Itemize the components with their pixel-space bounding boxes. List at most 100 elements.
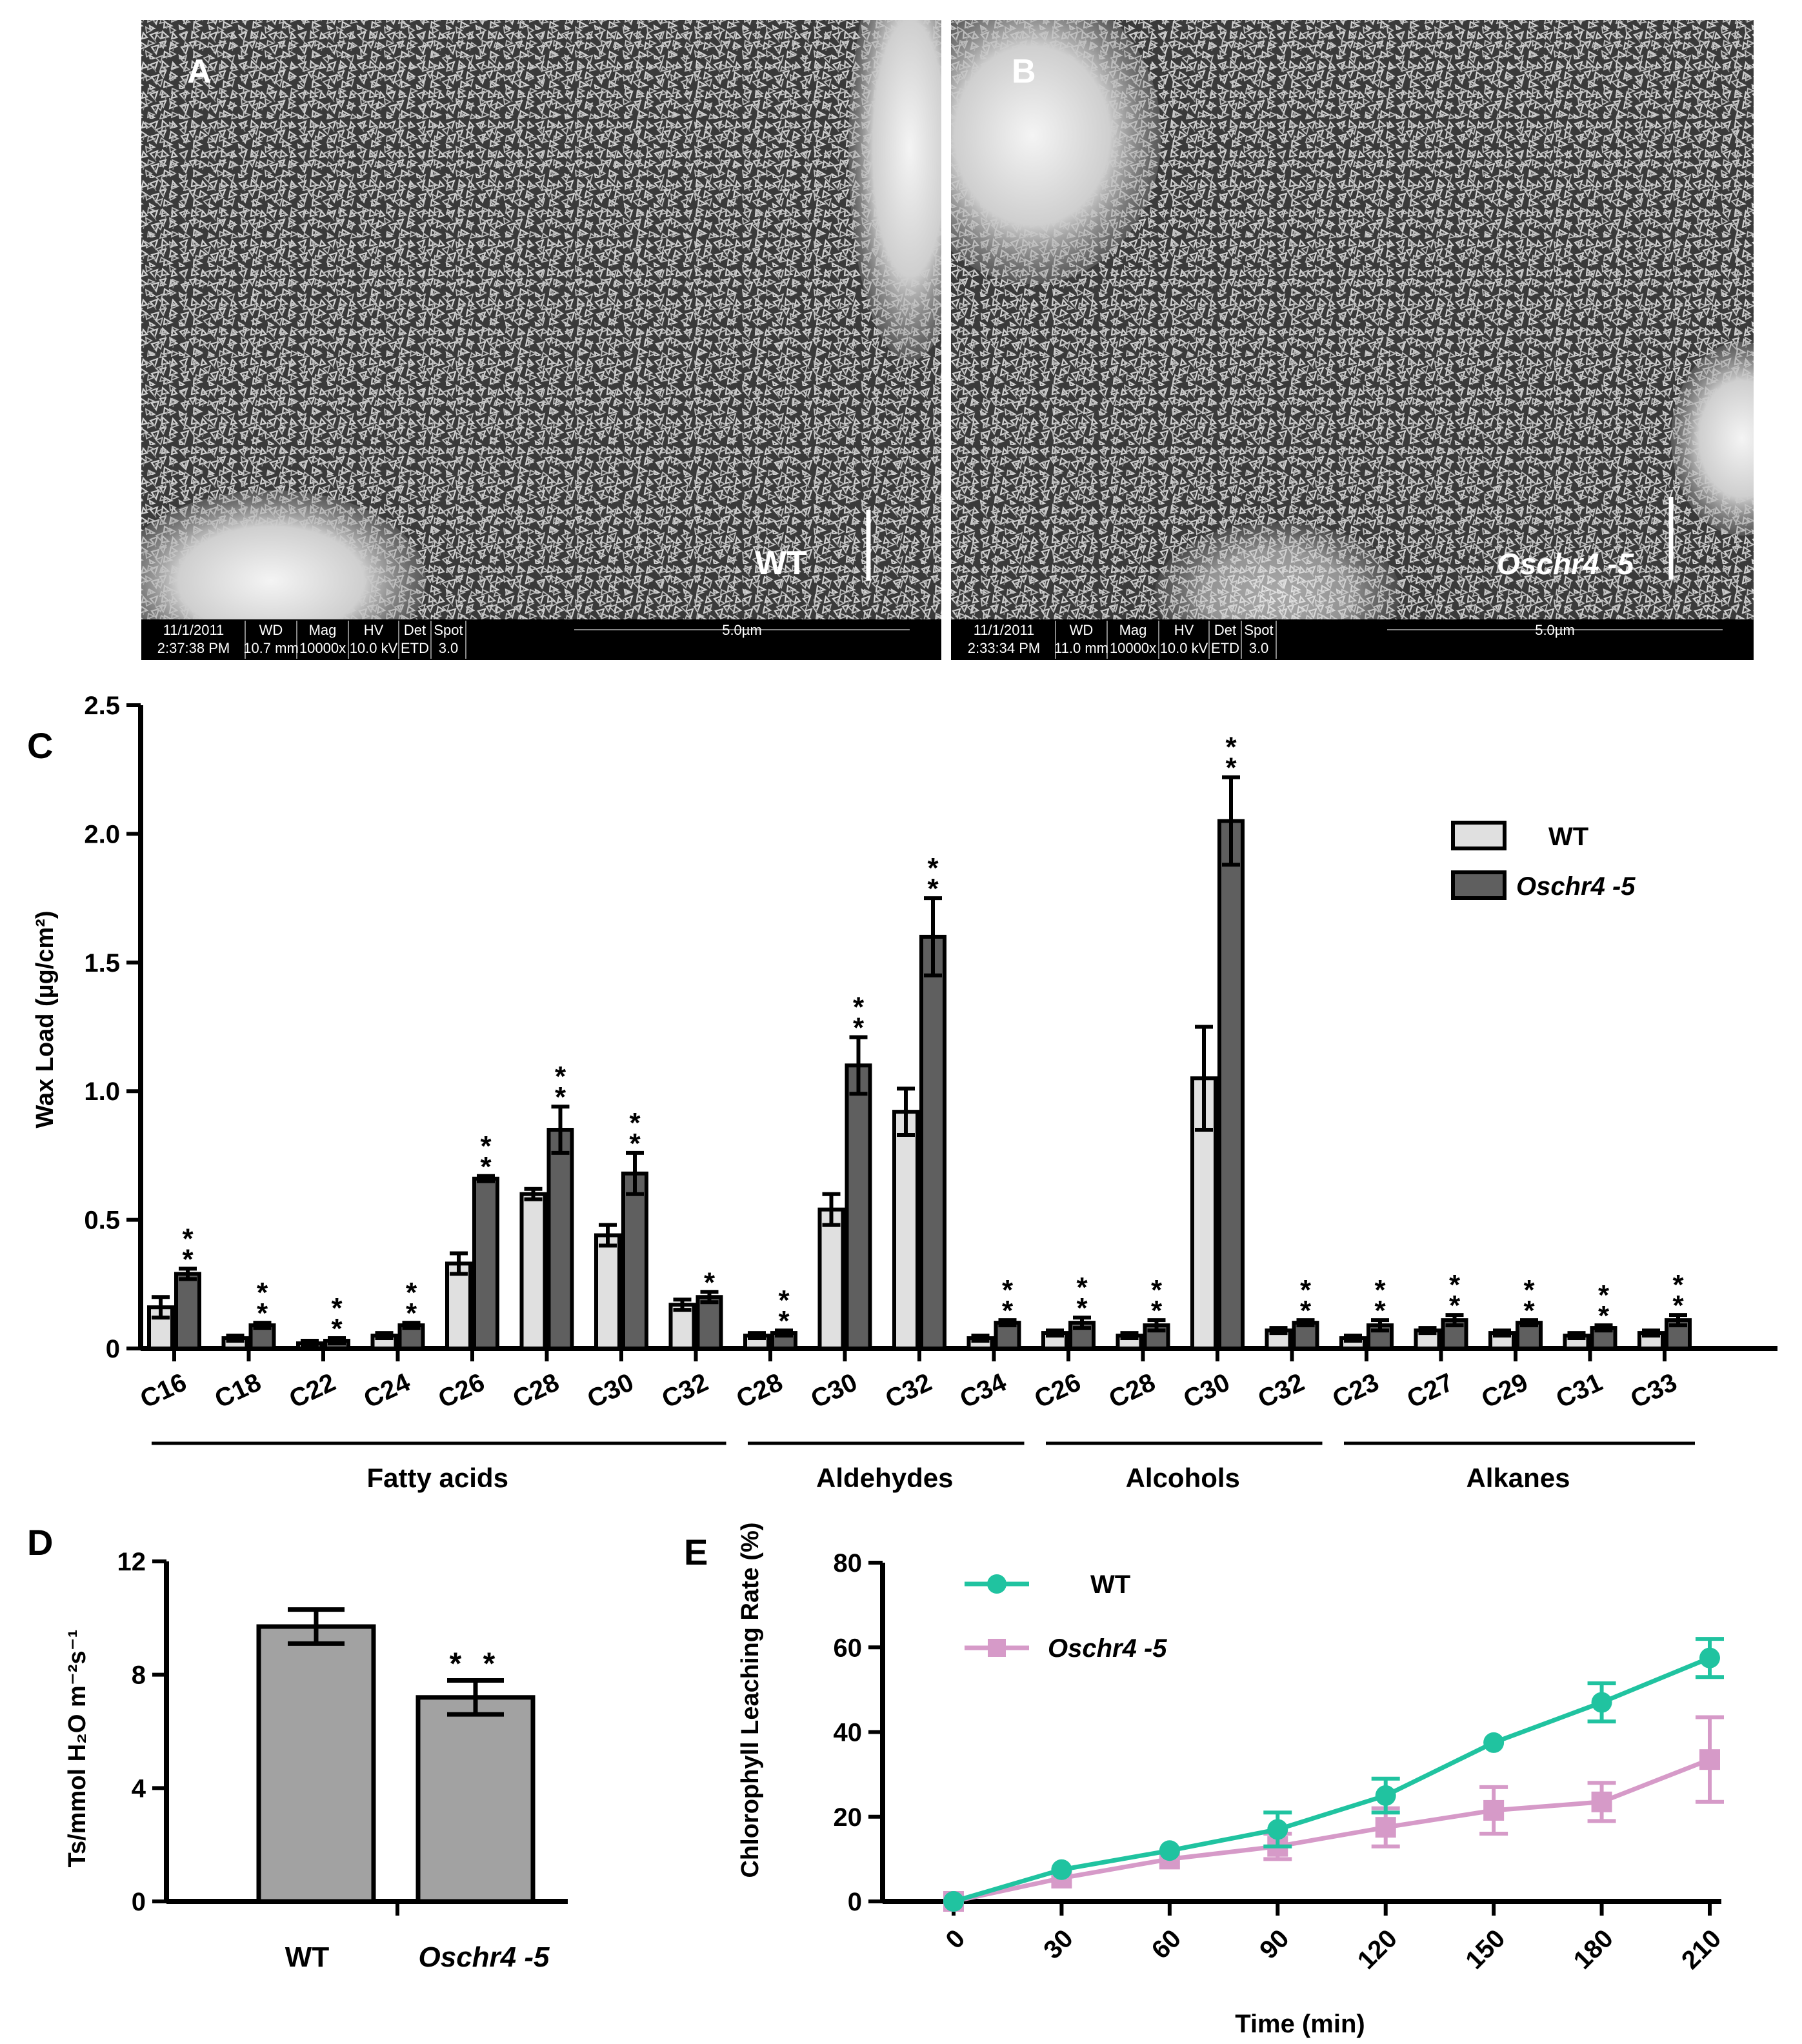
data-point-mutant bbox=[1375, 1817, 1396, 1838]
chart-c-x-tick-label: C28 bbox=[1105, 1368, 1159, 1414]
significance-star: * bbox=[927, 873, 939, 905]
bar-mutant bbox=[919, 934, 946, 1351]
chart-e-x-tick-label: 60 bbox=[1146, 1924, 1187, 1965]
meta-scale-b: 5.0µm bbox=[1535, 622, 1575, 638]
chart-c-x-tick-label: C26 bbox=[434, 1368, 489, 1414]
legend-label-e-mutant: Oschr4 -5 bbox=[1048, 1634, 1167, 1663]
legend-label-e-wt: WT bbox=[1090, 1570, 1130, 1599]
chart-e-y-tick-label: 20 bbox=[834, 1803, 863, 1832]
panel-letter-b: B bbox=[1012, 53, 1036, 90]
significance-star: * bbox=[1300, 1274, 1312, 1306]
data-point-wt bbox=[1699, 1647, 1720, 1668]
significance-star: * bbox=[480, 1130, 492, 1162]
chart-c-x-tick-label: C31 bbox=[1552, 1368, 1607, 1414]
chart-d-y-tick-label: 12 bbox=[117, 1548, 146, 1576]
chart-d-y-label: Ts/mmol H₂O m⁻²s⁻¹ bbox=[64, 1630, 91, 1868]
chart-e-x-tick-label: 150 bbox=[1460, 1924, 1510, 1974]
significance-star: * bbox=[1598, 1300, 1610, 1332]
bar-mutant bbox=[174, 1272, 201, 1351]
bar-mutant bbox=[621, 1171, 648, 1351]
significance-star: * bbox=[1002, 1295, 1014, 1327]
chart-c-x-tick-label: C32 bbox=[1254, 1368, 1308, 1414]
meta-det-head-b: Det bbox=[1214, 622, 1236, 638]
significance-star: * bbox=[1449, 1290, 1461, 1321]
bar-wt bbox=[445, 1261, 472, 1350]
meta-hv-head-b: HV bbox=[1174, 622, 1194, 638]
meta-det-b: ETD bbox=[1211, 640, 1239, 656]
significance-star: * bbox=[1225, 752, 1237, 784]
data-point-wt bbox=[1267, 1819, 1288, 1840]
legend-marker-mutant bbox=[988, 1639, 1006, 1657]
group-label: Alcohols bbox=[1126, 1463, 1240, 1493]
chart-d-y-tick-label: 0 bbox=[132, 1888, 146, 1916]
meta-det-head-a: Det bbox=[404, 622, 426, 638]
significance-star: * bbox=[1225, 732, 1237, 763]
chart-c-x-tick-label: C24 bbox=[359, 1368, 415, 1414]
meta-wd-b: 11.0 mm bbox=[1054, 640, 1108, 656]
significance-star: * bbox=[629, 1128, 641, 1159]
significance-star: * bbox=[1449, 1269, 1461, 1301]
data-point-mutant bbox=[1699, 1749, 1720, 1770]
chart-c-x-tick-label: C28 bbox=[732, 1368, 787, 1414]
significance-star: * bbox=[555, 1061, 566, 1092]
bar-mutant bbox=[1217, 819, 1245, 1350]
significance-star: * bbox=[331, 1292, 343, 1324]
chart-d-x-tick-label: WT bbox=[285, 1941, 330, 1973]
chart-e-x-tick-label: 90 bbox=[1254, 1924, 1295, 1965]
significance-star: * bbox=[555, 1081, 566, 1113]
legend-swatch-wt bbox=[1451, 821, 1507, 850]
legend-swatch-mutant bbox=[1451, 870, 1507, 900]
meta-hv-b: 10.0 kV bbox=[1160, 640, 1208, 656]
meta-wd-head-a: WD bbox=[259, 622, 283, 638]
meta-wd-head-b: WD bbox=[1070, 622, 1094, 638]
significance-star: * bbox=[1374, 1295, 1386, 1327]
meta-det-a: ETD bbox=[401, 640, 429, 656]
sem-image-mutant: 11/1/2011 2:33:34 PM WD 11.0 mm Mag 1000… bbox=[951, 20, 1754, 660]
chart-c-x-tick-label: C30 bbox=[806, 1368, 861, 1414]
chart-c-y-tick-label: 1.0 bbox=[84, 1077, 120, 1106]
sem-label-mutant: Oschr4 -5 bbox=[1497, 547, 1635, 581]
chart-c-y-tick-label: 0 bbox=[106, 1335, 120, 1363]
meta-time-a: 2:37:38 PM bbox=[157, 640, 230, 656]
meta-mag-b: 10000x bbox=[1110, 640, 1156, 656]
data-point-wt bbox=[1375, 1785, 1396, 1806]
meta-date-b: 11/1/2011 bbox=[974, 622, 1035, 638]
bar-wt bbox=[892, 1110, 919, 1350]
significance-star: * bbox=[778, 1285, 790, 1316]
data-point-wt bbox=[1591, 1692, 1612, 1713]
significance-star: * bbox=[1672, 1290, 1684, 1321]
chart-e-x-tick-label: 180 bbox=[1568, 1924, 1619, 1974]
series-line-wt bbox=[953, 1656, 1711, 1904]
significance-star: * bbox=[406, 1298, 417, 1329]
meta-spot-b: 3.0 bbox=[1249, 640, 1269, 656]
significance-star: * bbox=[1076, 1292, 1088, 1324]
chart-c-x-tick-label: C16 bbox=[136, 1368, 191, 1414]
chart-e-y-tick-label: 80 bbox=[834, 1549, 863, 1578]
bar-mutant bbox=[472, 1176, 499, 1350]
chart-c-x-tick-label: C26 bbox=[1030, 1368, 1085, 1414]
chart-e-x-label: Time (min) bbox=[1235, 2010, 1365, 2038]
chart-d-y-tick-label: 4 bbox=[132, 1774, 146, 1803]
significance-star: * bbox=[704, 1267, 716, 1298]
meta-mag-head-a: Mag bbox=[309, 622, 337, 638]
chart-c-x-tick-label: C28 bbox=[508, 1368, 563, 1414]
chart-d-y-tick-label: 8 bbox=[132, 1661, 146, 1690]
chart-c-y-tick-label: 2.0 bbox=[84, 820, 120, 848]
chart-d-x-tick-label: Oschr4 -5 bbox=[419, 1941, 550, 1973]
significance-star: * bbox=[1002, 1274, 1014, 1306]
data-point-wt bbox=[943, 1891, 964, 1912]
significance-star: * bbox=[853, 1012, 865, 1043]
meta-spot-head-b: Spot bbox=[1244, 622, 1273, 638]
significance-star: * bbox=[1598, 1279, 1610, 1311]
group-label: Aldehydes bbox=[816, 1463, 953, 1493]
chart-c-y-tick-label: 0.5 bbox=[84, 1207, 120, 1235]
significance-star: * bbox=[1523, 1274, 1535, 1306]
significance-star: * bbox=[331, 1313, 343, 1345]
chart-wax-load: C Wax Load (µg/cm²) 00.51.01.52.02.5 ***… bbox=[27, 692, 1777, 1493]
significance-star: * bbox=[1672, 1269, 1684, 1301]
panel-letter-e: E bbox=[684, 1532, 708, 1572]
chart-c-x-tick-label: C27 bbox=[1403, 1368, 1457, 1414]
significance-star: * bbox=[1374, 1274, 1386, 1306]
chart-c-x-tick-label: C30 bbox=[1179, 1368, 1234, 1414]
chart-c-y-tick-label: 2.5 bbox=[84, 692, 120, 720]
